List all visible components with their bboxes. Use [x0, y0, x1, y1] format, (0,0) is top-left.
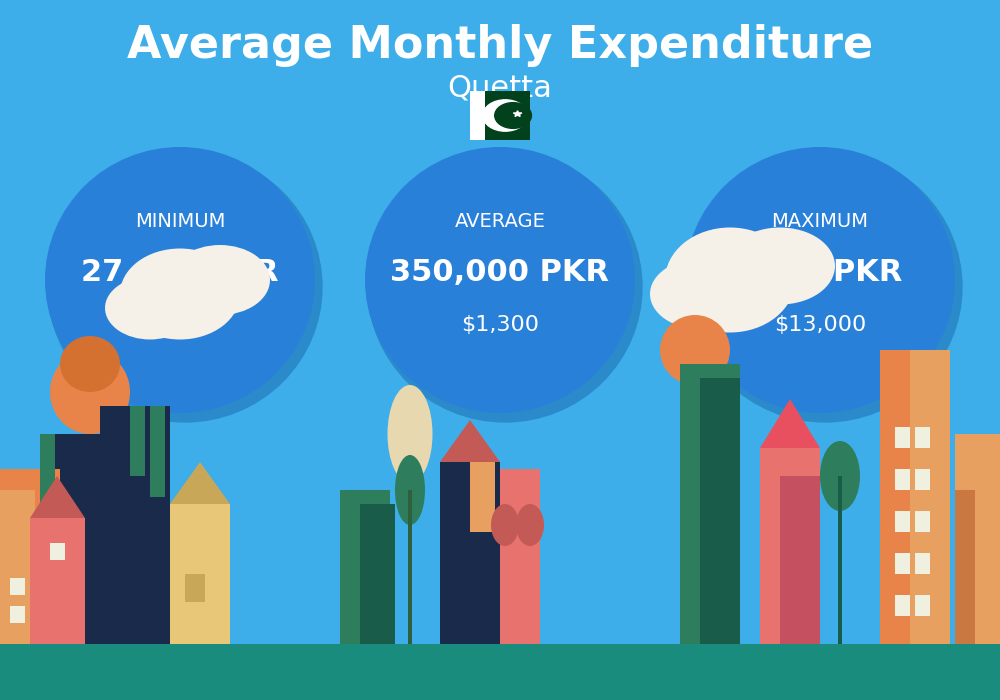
Circle shape — [483, 100, 528, 131]
Text: AVERAGE: AVERAGE — [455, 212, 545, 231]
Ellipse shape — [685, 147, 955, 413]
Ellipse shape — [820, 441, 860, 511]
Ellipse shape — [725, 228, 835, 304]
FancyBboxPatch shape — [895, 511, 910, 532]
FancyBboxPatch shape — [185, 574, 205, 602]
Text: Quetta: Quetta — [448, 73, 552, 102]
FancyBboxPatch shape — [470, 462, 495, 532]
Polygon shape — [760, 399, 820, 448]
Text: MINIMUM: MINIMUM — [135, 212, 225, 231]
FancyBboxPatch shape — [130, 406, 145, 476]
Ellipse shape — [660, 315, 730, 385]
FancyBboxPatch shape — [895, 553, 910, 574]
Polygon shape — [170, 462, 230, 504]
Ellipse shape — [687, 151, 963, 423]
FancyBboxPatch shape — [910, 350, 950, 644]
FancyBboxPatch shape — [760, 448, 820, 644]
Polygon shape — [513, 111, 522, 116]
Ellipse shape — [60, 336, 120, 392]
Ellipse shape — [388, 385, 432, 483]
FancyBboxPatch shape — [955, 490, 975, 644]
FancyBboxPatch shape — [895, 595, 910, 616]
Text: 27,000 PKR: 27,000 PKR — [81, 258, 279, 286]
FancyBboxPatch shape — [955, 434, 1000, 644]
FancyBboxPatch shape — [915, 469, 930, 490]
FancyBboxPatch shape — [340, 490, 390, 644]
FancyBboxPatch shape — [40, 434, 55, 518]
Text: $1,300: $1,300 — [461, 315, 539, 335]
FancyBboxPatch shape — [10, 578, 25, 595]
FancyBboxPatch shape — [30, 518, 85, 644]
FancyBboxPatch shape — [915, 511, 930, 532]
FancyBboxPatch shape — [0, 469, 60, 644]
FancyBboxPatch shape — [915, 427, 930, 448]
Circle shape — [495, 103, 531, 128]
Ellipse shape — [365, 147, 635, 413]
FancyBboxPatch shape — [485, 91, 530, 140]
Text: Average Monthly Expenditure: Average Monthly Expenditure — [127, 24, 873, 67]
Ellipse shape — [367, 151, 643, 423]
FancyBboxPatch shape — [700, 378, 740, 644]
FancyBboxPatch shape — [440, 462, 500, 644]
FancyBboxPatch shape — [0, 644, 1000, 700]
FancyBboxPatch shape — [40, 434, 100, 644]
FancyBboxPatch shape — [915, 553, 930, 574]
Text: 3.5M PKR: 3.5M PKR — [738, 258, 902, 286]
FancyBboxPatch shape — [895, 469, 910, 490]
Ellipse shape — [491, 504, 519, 546]
Polygon shape — [440, 420, 500, 462]
Ellipse shape — [516, 504, 544, 546]
FancyBboxPatch shape — [150, 406, 165, 497]
Ellipse shape — [105, 276, 195, 340]
FancyBboxPatch shape — [680, 364, 740, 644]
FancyBboxPatch shape — [408, 490, 412, 644]
FancyBboxPatch shape — [500, 469, 540, 644]
FancyBboxPatch shape — [780, 476, 820, 644]
FancyBboxPatch shape — [360, 504, 395, 644]
Text: 350,000 PKR: 350,000 PKR — [390, 258, 610, 286]
Ellipse shape — [665, 228, 795, 332]
Ellipse shape — [395, 455, 425, 525]
FancyBboxPatch shape — [170, 504, 230, 644]
Ellipse shape — [45, 147, 315, 413]
Ellipse shape — [120, 248, 240, 340]
FancyBboxPatch shape — [880, 350, 950, 644]
FancyBboxPatch shape — [895, 427, 910, 448]
Ellipse shape — [50, 350, 130, 434]
FancyBboxPatch shape — [838, 476, 842, 644]
FancyBboxPatch shape — [50, 542, 65, 560]
Ellipse shape — [47, 151, 323, 423]
Text: $13,000: $13,000 — [774, 315, 866, 335]
Ellipse shape — [170, 245, 270, 315]
Text: $96: $96 — [159, 315, 201, 335]
FancyBboxPatch shape — [470, 91, 485, 140]
FancyBboxPatch shape — [0, 490, 35, 644]
Ellipse shape — [650, 259, 750, 329]
FancyBboxPatch shape — [915, 595, 930, 616]
FancyBboxPatch shape — [10, 606, 25, 623]
Text: MAXIMUM: MAXIMUM — [772, 212, 868, 231]
Polygon shape — [30, 476, 85, 518]
FancyBboxPatch shape — [100, 406, 170, 644]
